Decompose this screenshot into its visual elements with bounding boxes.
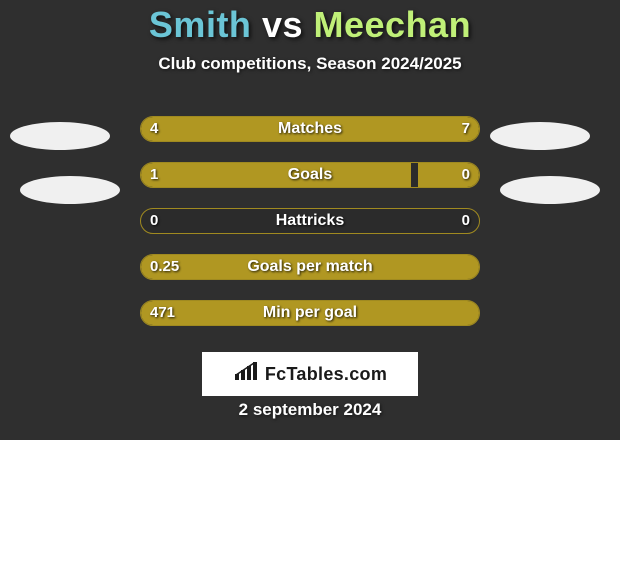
player2-name: Meechan xyxy=(314,4,472,45)
stat-label: Min per goal xyxy=(140,300,480,326)
logo-chart-icon xyxy=(233,362,261,387)
stat-label: Goals per match xyxy=(140,254,480,280)
stat-label: Matches xyxy=(140,116,480,142)
vs-separator: vs xyxy=(262,4,303,45)
page-title: Smith vs Meechan xyxy=(0,0,620,46)
comparison-card: Smith vs Meechan Club competitions, Seas… xyxy=(0,0,620,580)
subtitle: Club competitions, Season 2024/2025 xyxy=(0,54,620,74)
stat-row: 471Min per goal xyxy=(0,290,620,336)
logo-text: FcTables.com xyxy=(265,364,387,385)
club-logo-placeholder xyxy=(490,122,590,150)
stat-row: 00Hattricks xyxy=(0,198,620,244)
stat-label: Goals xyxy=(140,162,480,188)
logo-box: FcTables.com xyxy=(202,352,418,396)
stat-row: 0.25Goals per match xyxy=(0,244,620,290)
date-label: 2 september 2024 xyxy=(0,400,620,420)
stat-label: Hattricks xyxy=(140,208,480,234)
dark-panel: Smith vs Meechan Club competitions, Seas… xyxy=(0,0,620,440)
club-logo-placeholder xyxy=(500,176,600,204)
club-logo-placeholder xyxy=(20,176,120,204)
player1-name: Smith xyxy=(149,4,252,45)
club-logo-placeholder xyxy=(10,122,110,150)
